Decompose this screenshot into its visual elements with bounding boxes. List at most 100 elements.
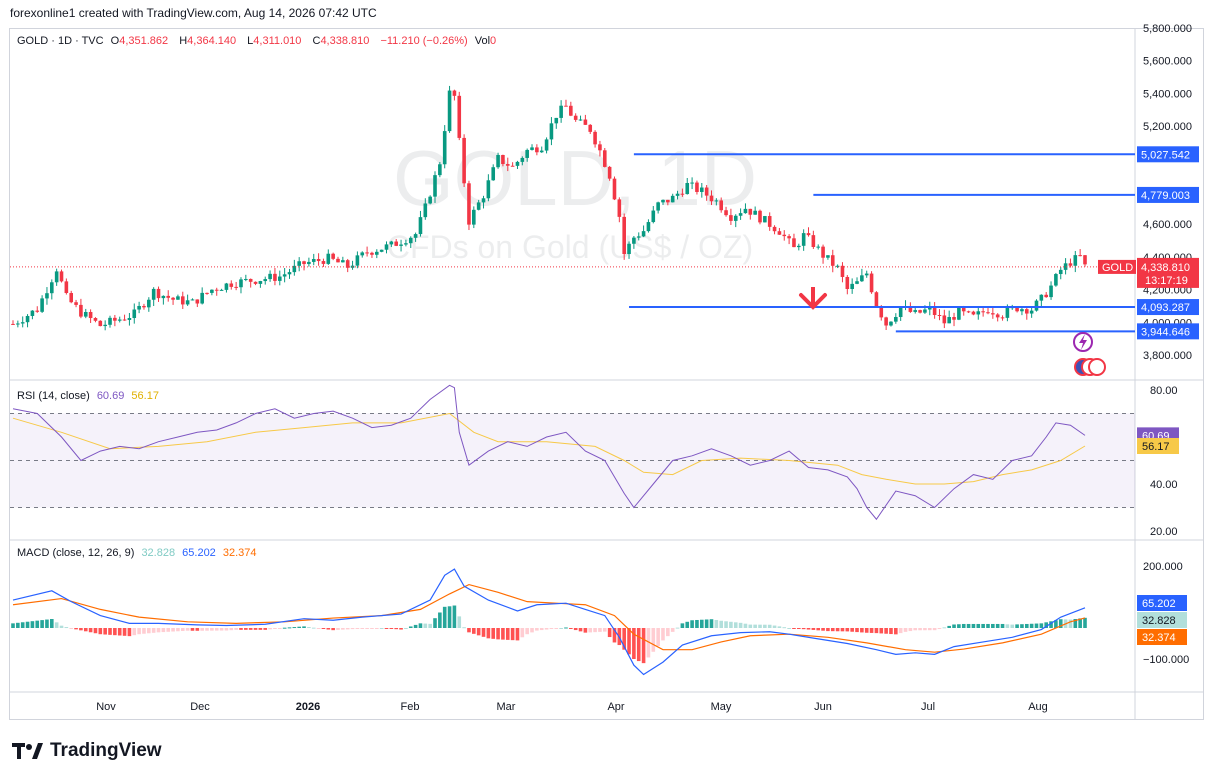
macd-histogram-bar [860, 628, 864, 633]
rsi-legend: RSI (14, close) 60.69 56.17 [17, 390, 163, 402]
candle-body [729, 215, 733, 221]
candle-body [976, 311, 981, 315]
macd-histogram-bar [564, 627, 568, 629]
candle-body [535, 147, 539, 153]
macd-histogram-bar [981, 623, 985, 628]
macd-histogram-bar [801, 628, 806, 630]
candle-body [156, 288, 161, 299]
macd-histogram-bar [748, 624, 753, 628]
candle-body [918, 310, 922, 313]
candle-body [559, 105, 563, 118]
candle-body [777, 231, 782, 235]
x-axis-tick: Dec [190, 701, 210, 713]
symbol-label[interactable]: GOLD · 1D · TVC [17, 35, 104, 47]
macd-histogram-bar [1005, 624, 1010, 628]
candle-body [651, 210, 656, 223]
macd-histogram-bar [302, 626, 306, 628]
candle-body [331, 253, 335, 259]
candle-body [54, 271, 59, 283]
macd-histogram-bar [583, 628, 588, 633]
horizontal-level-label: 4,093.287 [1141, 302, 1190, 314]
macd-histogram-bar [879, 628, 884, 634]
macd-histogram-bar [1039, 623, 1044, 628]
candle-body [666, 199, 670, 203]
macd-histogram-bar [656, 628, 660, 647]
tradingview-logo[interactable]: TradingView [12, 740, 162, 762]
macd-histogram-bar [142, 628, 146, 634]
price-axis-tick: 5,400.000 [1143, 88, 1192, 100]
macd-histogram-bar [1010, 624, 1015, 628]
macd-histogram-bar [370, 628, 374, 629]
candle-body [510, 165, 515, 167]
macd-histogram-bar [413, 624, 418, 628]
macd-histogram-bar [190, 628, 195, 631]
candle-body [947, 317, 951, 324]
candle-body [714, 200, 719, 202]
vol-label: Vol [474, 35, 491, 47]
candle-body [64, 281, 69, 294]
macd-signal-tag-label: 32.374 [1142, 632, 1176, 644]
macd-histogram-bar [894, 628, 898, 635]
price-axis-tick: 5,600.000 [1143, 56, 1192, 68]
candle-body [738, 213, 743, 216]
macd-histogram-bar [578, 628, 583, 632]
candle-body [986, 312, 990, 314]
candle-body [607, 166, 612, 179]
candle-body [438, 164, 442, 176]
macd-histogram-bar [913, 628, 918, 631]
candle-body [612, 178, 617, 200]
macd-histogram-bar [903, 628, 908, 632]
macd-label[interactable]: MACD (close, 12, 26, 9) [17, 547, 135, 559]
macd-histogram-bar [690, 620, 694, 628]
macd-histogram-bar [729, 621, 733, 628]
macd-histogram-bar [986, 623, 990, 628]
macd-histogram-bar [874, 628, 879, 634]
macd-histogram-bar [282, 627, 287, 629]
candle-body [253, 281, 258, 284]
candle-body [219, 289, 224, 291]
macd-histogram-bar [738, 622, 743, 628]
candle-body [297, 261, 301, 266]
candle-body [733, 215, 738, 221]
watermark-description: CFDs on Gold (US$ / OZ) [387, 229, 753, 265]
macd-histogram-bar [855, 628, 859, 633]
macd-histogram-bar [666, 628, 670, 637]
macd-histogram-bar [1083, 617, 1087, 628]
macd-histogram-bar [937, 628, 942, 629]
candle-body [190, 299, 195, 301]
candle-body [142, 305, 146, 308]
macd-histogram-bar [806, 628, 811, 630]
lightning-event-icon [1079, 334, 1087, 350]
macd-histogram-bar [408, 626, 413, 628]
macd-histogram-bar [418, 623, 423, 628]
main-legend: GOLD · 1D · TVC O4,351.862 H4,364.140 L4… [17, 35, 504, 47]
rsi-line [12, 384, 1086, 521]
macd-histogram-bar [132, 628, 137, 636]
candle-body [743, 208, 748, 214]
macd-histogram-bar [607, 628, 612, 638]
candle-body [1073, 255, 1078, 266]
rsi-label[interactable]: RSI (14, close) [17, 390, 90, 402]
candle-body [452, 90, 457, 96]
candle-body [345, 260, 350, 268]
chart-frame[interactable] [9, 28, 1204, 720]
macd-histogram-bar [724, 621, 728, 628]
open-label: O [110, 35, 120, 47]
macd-histogram-bar [127, 628, 132, 637]
candle-body [147, 299, 151, 308]
macd-histogram-bar [457, 616, 462, 628]
macd-histogram-bar [64, 627, 69, 629]
candle-body [767, 216, 772, 227]
macd-histogram-bar [1058, 619, 1063, 628]
candle-body [447, 90, 452, 132]
macd-signal-line [12, 583, 1086, 653]
horizontal-level-tag [1137, 299, 1199, 316]
macd-histogram-bar [268, 628, 272, 630]
vol-value: 0 [490, 35, 497, 47]
candle-body [879, 306, 884, 318]
macd-histogram-bar [180, 628, 185, 631]
price-axis-tick: 3,800.000 [1143, 350, 1192, 362]
macd-histogram-bar [69, 628, 74, 629]
macd-histogram-bar [811, 628, 816, 630]
